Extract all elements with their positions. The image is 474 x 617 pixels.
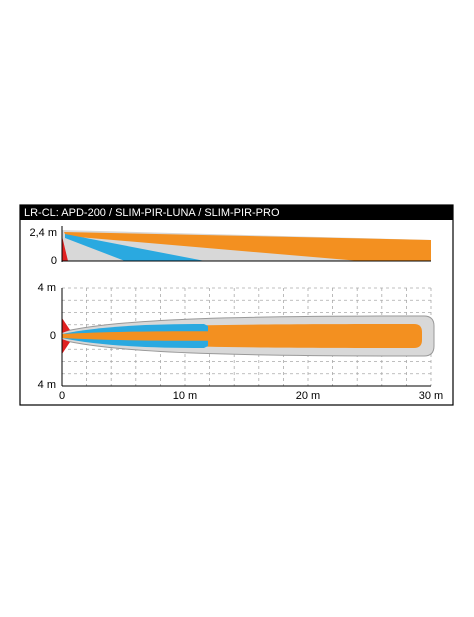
x-label: 30 m	[419, 390, 443, 402]
side-y-label: 2,4 m	[29, 227, 57, 239]
top-y-label: 4 m	[38, 379, 56, 391]
x-label: 0	[59, 390, 65, 402]
side-blue	[65, 234, 205, 261]
top-y-label: 0	[50, 330, 56, 342]
side-orange	[64, 232, 431, 261]
top-red	[62, 339, 70, 354]
top-y-label: 4 m	[38, 282, 56, 294]
header-title: LR-CL: APD-200 / SLIM-PIR-LUNA / SLIM-PI…	[24, 207, 280, 219]
top-red	[62, 318, 70, 333]
top-view: 4 m 0 4 m 0 10 m 20 m 30 m	[38, 282, 444, 402]
side-view: 2,4 m 0	[29, 226, 431, 267]
x-label: 20 m	[296, 390, 320, 402]
x-label: 10 m	[173, 390, 197, 402]
header-bar	[20, 205, 453, 220]
side-red	[62, 236, 68, 261]
top-orange-core	[62, 331, 414, 341]
side-y-label: 0	[51, 255, 57, 267]
